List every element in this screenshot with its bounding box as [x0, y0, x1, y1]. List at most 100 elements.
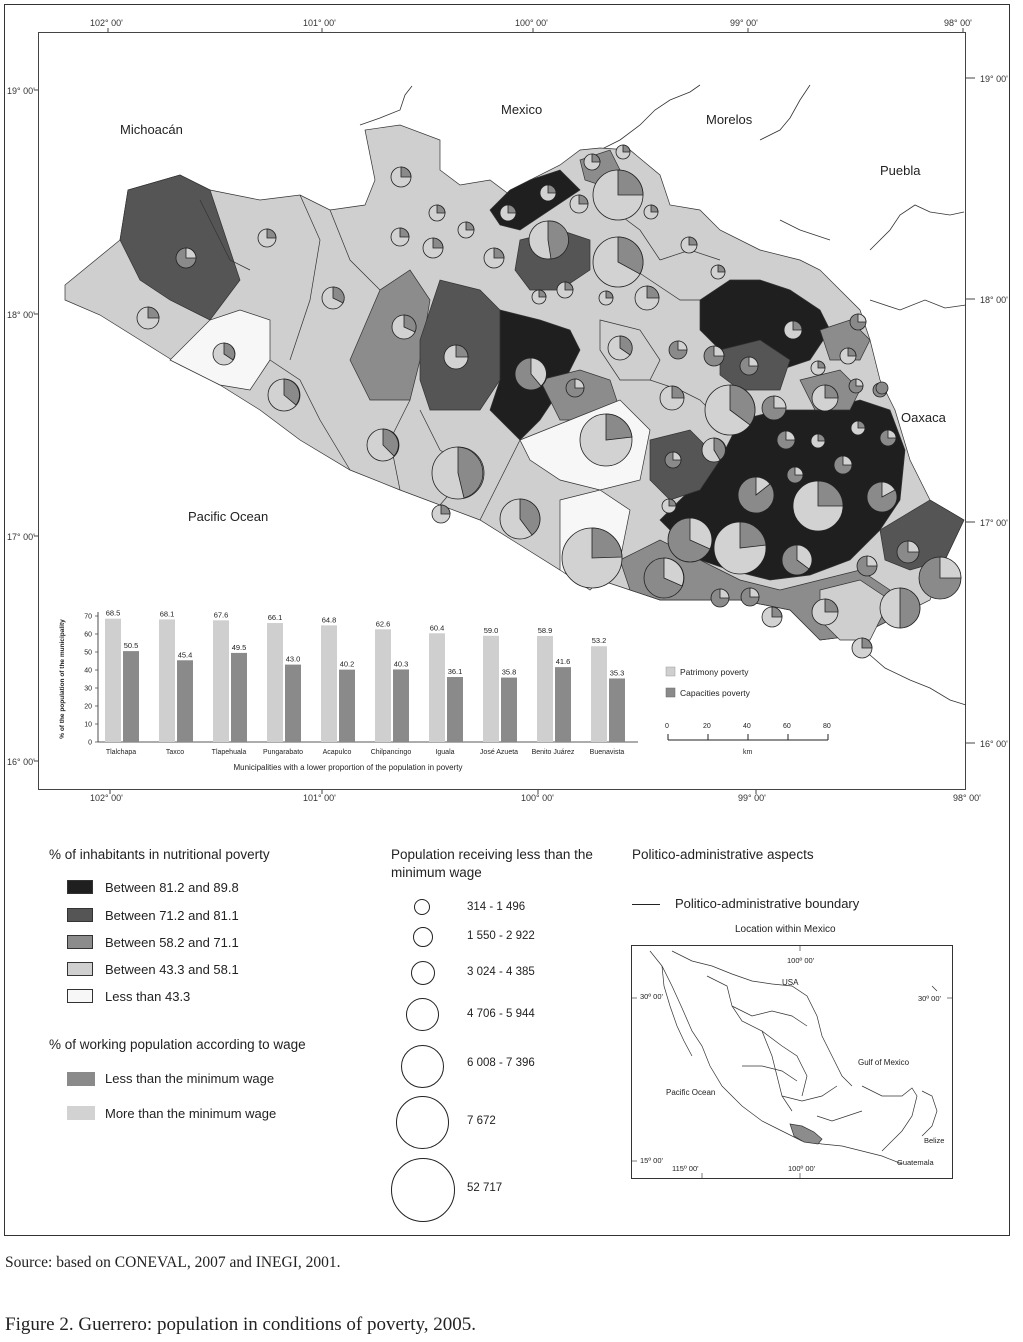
scale-tick-0: 0: [665, 723, 669, 730]
scale-tick-80: 80: [823, 723, 831, 730]
legend-political-title: Politico-administrative aspects: [632, 847, 814, 862]
bar-value-label: 49.5: [232, 643, 247, 652]
category-label: Tlapehuala: [212, 749, 247, 756]
bar-value-label: 64.8: [322, 615, 337, 624]
nutritional-label-1: Between 81.2 and 89.8: [105, 880, 239, 895]
legend-population-title: Population receiving less than the minim…: [391, 847, 593, 880]
map-frame: [38, 32, 966, 790]
label-oaxaca: Oaxaca: [901, 410, 946, 425]
coord-right-19: 19° 00': [980, 74, 1008, 84]
bar-capacities: [177, 660, 193, 742]
y-tick-label: 10: [84, 722, 92, 729]
bar-capacities: [501, 677, 517, 742]
source-note: Source: based on CONEVAL, 2007 and INEGI…: [5, 1254, 341, 1271]
nutritional-label-5: Less than 43.3: [105, 989, 191, 1004]
legend-nutritional-title: % of inhabitants in nutritional poverty: [49, 847, 270, 862]
category-label: Buenavista: [590, 749, 625, 756]
legend-label-capacities: Capacities poverty: [680, 688, 751, 698]
category-label: José Azueta: [480, 749, 518, 756]
category-label: Chilpancingo: [371, 749, 412, 756]
category-label: Iguala: [435, 749, 454, 756]
boundary-label: Politico-administrative boundary: [675, 896, 860, 911]
bar-value-label: 43.0: [286, 655, 301, 664]
coord-bottom-99: 99° 00': [738, 793, 766, 803]
nutritional-swatch-4: [67, 962, 93, 976]
figure-caption: Figure 2. Guerrero: population in condit…: [5, 1314, 477, 1335]
nutritional-swatch-1: [67, 880, 93, 894]
population-label-5: 6 008 - 7 396: [467, 1057, 535, 1069]
bar-value-label: 40.3: [394, 659, 409, 668]
coord-bottom-100: 100° 00': [521, 793, 554, 803]
bar-patrimony: [213, 620, 229, 742]
inset-lat30-left: 30º 00': [640, 992, 663, 1001]
y-tick-label: 20: [84, 704, 92, 711]
inset-lat30-right: 30º 00': [918, 994, 941, 1003]
label-mexico: Mexico: [501, 102, 543, 117]
category-label: Taxco: [166, 749, 184, 756]
nutritional-label-2: Between 71.2 and 81.1: [105, 908, 239, 923]
scale-unit: km: [743, 749, 753, 756]
inset-label-gulf: Gulf of Mexico: [858, 1058, 910, 1067]
nutritional-label-3: Between 58.2 and 71.1: [105, 935, 239, 950]
wage-swatch-more: [67, 1106, 95, 1120]
pie-symbols: [136, 144, 962, 659]
coord-top-101: 101° 00': [303, 18, 336, 28]
category-label: Pungarabato: [263, 749, 303, 756]
inset-label-usa: USA: [782, 978, 799, 987]
legend-swatch-capacities: [665, 687, 676, 698]
y-tick-label: 30: [84, 686, 92, 693]
nutritional-swatch-2: [67, 908, 93, 922]
coord-right-16: 16° 00': [980, 739, 1008, 749]
bar-capacities: [609, 678, 625, 742]
bar-capacities: [393, 669, 409, 742]
legend-swatch-patrimony: [665, 666, 676, 677]
population-label-6: 7 672: [467, 1115, 496, 1127]
bar-capacities: [285, 664, 301, 742]
bar-value-label: 67.6: [214, 610, 229, 619]
y-tick-label: 40: [84, 668, 92, 675]
bar-value-label: 53.2: [592, 636, 607, 645]
bar-capacities: [555, 667, 571, 742]
bar-value-label: 40.2: [340, 660, 355, 669]
y-tick-label: 50: [84, 650, 92, 657]
population-circle-1: [414, 899, 430, 915]
guerrero-map: [34, 28, 975, 794]
population-label-2: 1 550 - 2 922: [467, 930, 535, 942]
legend-label-patrimony: Patrimony poverty: [680, 667, 749, 677]
wage-label-more: More than the minimum wage: [105, 1106, 277, 1121]
bar-patrimony: [591, 646, 607, 742]
y-axis-title: % of the population of the municipality: [59, 619, 66, 739]
inset-map: 100º 00' 30º 00' 30º 00' 15º 00' 115º 00…: [631, 945, 953, 1179]
inset-title: Location within Mexico: [735, 924, 836, 935]
coord-left-19: 19° 00': [7, 86, 35, 96]
nutritional-label-4: Between 43.3 and 58.1: [105, 962, 239, 977]
guerrero-highlight: [789, 1123, 823, 1145]
bar-capacities: [447, 677, 463, 742]
coord-bottom-101: 101° 00': [303, 793, 336, 803]
coord-bottom-102: 102° 00': [90, 793, 123, 803]
bar-value-label: 41.6: [556, 657, 571, 666]
x-axis-title: Municipalities with a lower proportion o…: [233, 763, 462, 772]
bar-value-label: 58.9: [538, 626, 553, 635]
coord-right-18: 18° 00': [980, 295, 1008, 305]
bar-patrimony: [429, 633, 445, 742]
label-michoacan: Michoacán: [120, 122, 183, 137]
coord-top-99: 99° 00': [730, 18, 758, 28]
coord-top-102: 102° 00': [90, 18, 123, 28]
label-morelos: Morelos: [706, 112, 753, 127]
population-circle-7: [391, 1158, 455, 1222]
bar-capacities: [339, 669, 355, 742]
bar-value-label: 35.3: [610, 668, 625, 677]
coord-top-100: 100° 00': [515, 18, 548, 28]
scale-tick-40: 40: [743, 723, 751, 730]
population-circle-2: [413, 927, 433, 947]
bar-value-label: 66.1: [268, 613, 283, 622]
population-label-3: 3 024 - 4 385: [467, 966, 535, 978]
coord-left-17: 17° 00': [7, 532, 35, 542]
bar-patrimony: [267, 623, 283, 742]
category-label: Tlalchapa: [106, 749, 136, 756]
bar-patrimony: [537, 635, 553, 742]
bar-value-label: 62.6: [376, 619, 391, 628]
bar-value-label: 60.4: [430, 623, 445, 632]
scale-tick-20: 20: [703, 723, 711, 730]
